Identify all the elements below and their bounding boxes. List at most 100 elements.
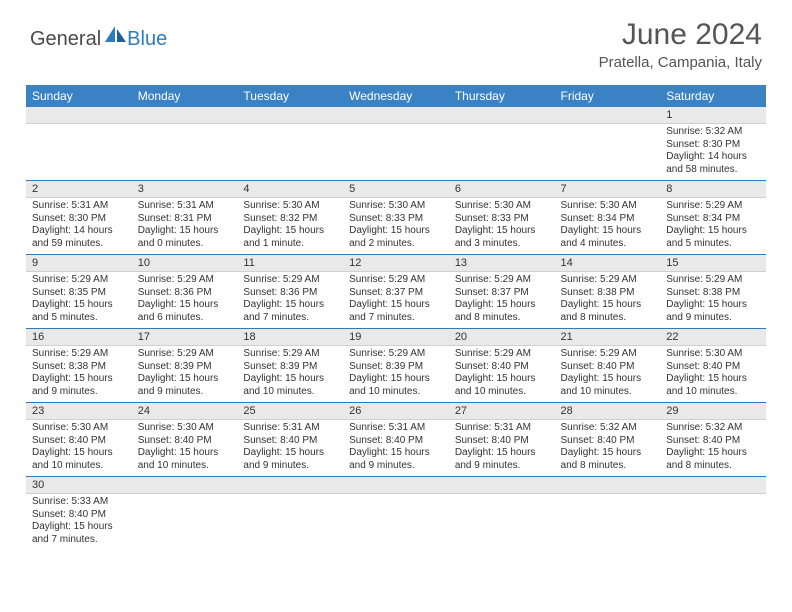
day-body: Sunrise: 5:31 AMSunset: 8:31 PMDaylight:… [132,198,238,254]
day-line-dl2: and 1 minute. [243,238,337,251]
calendar-row: 1Sunrise: 5:32 AMSunset: 8:30 PMDaylight… [26,107,766,181]
weekday-header: Monday [132,85,238,107]
calendar-row: 9Sunrise: 5:29 AMSunset: 8:35 PMDaylight… [26,255,766,329]
day-line-ss: Sunset: 8:40 PM [455,361,549,374]
day-number-empty [449,477,555,494]
day-line-dl1: Daylight: 15 hours [666,225,760,238]
day-line-sr: Sunrise: 5:29 AM [455,274,549,287]
day-line-dl1: Daylight: 14 hours [666,151,760,164]
day-line-dl1: Daylight: 15 hours [32,447,126,460]
day-line-dl2: and 10 minutes. [666,386,760,399]
day-number: 2 [26,181,132,198]
day-line-sr: Sunrise: 5:29 AM [349,274,443,287]
calendar-cell: 6Sunrise: 5:30 AMSunset: 8:33 PMDaylight… [449,181,555,255]
calendar-cell: 3Sunrise: 5:31 AMSunset: 8:31 PMDaylight… [132,181,238,255]
day-line-ss: Sunset: 8:37 PM [349,287,443,300]
day-line-dl1: Daylight: 15 hours [32,373,126,386]
day-line-sr: Sunrise: 5:31 AM [243,422,337,435]
calendar-cell [343,477,449,551]
calendar-cell: 14Sunrise: 5:29 AMSunset: 8:38 PMDayligh… [555,255,661,329]
day-line-ss: Sunset: 8:40 PM [138,435,232,448]
calendar-cell: 25Sunrise: 5:31 AMSunset: 8:40 PMDayligh… [237,403,343,477]
calendar-cell: 26Sunrise: 5:31 AMSunset: 8:40 PMDayligh… [343,403,449,477]
weekday-header: Sunday [26,85,132,107]
day-line-sr: Sunrise: 5:29 AM [666,200,760,213]
day-body: Sunrise: 5:29 AMSunset: 8:37 PMDaylight:… [343,272,449,328]
day-line-dl1: Daylight: 15 hours [349,373,443,386]
day-line-sr: Sunrise: 5:31 AM [32,200,126,213]
day-line-ss: Sunset: 8:38 PM [561,287,655,300]
day-line-ss: Sunset: 8:39 PM [138,361,232,374]
day-body: Sunrise: 5:31 AMSunset: 8:30 PMDaylight:… [26,198,132,254]
day-line-sr: Sunrise: 5:31 AM [138,200,232,213]
day-number-empty [343,477,449,494]
day-line-ss: Sunset: 8:37 PM [455,287,549,300]
day-line-ss: Sunset: 8:34 PM [666,213,760,226]
day-number-empty [237,107,343,124]
day-number-empty [237,477,343,494]
calendar-cell [449,107,555,181]
day-line-dl2: and 7 minutes. [32,534,126,547]
calendar-cell: 15Sunrise: 5:29 AMSunset: 8:38 PMDayligh… [660,255,766,329]
brand-text-general: General [30,28,101,51]
calendar-cell [555,477,661,551]
day-body-empty [555,494,661,544]
calendar-row: 30Sunrise: 5:33 AMSunset: 8:40 PMDayligh… [26,477,766,551]
day-line-sr: Sunrise: 5:30 AM [32,422,126,435]
day-line-dl1: Daylight: 15 hours [455,225,549,238]
day-line-sr: Sunrise: 5:32 AM [666,126,760,139]
day-line-dl1: Daylight: 15 hours [455,373,549,386]
day-line-dl2: and 4 minutes. [561,238,655,251]
day-line-dl1: Daylight: 15 hours [243,447,337,460]
day-body: Sunrise: 5:31 AMSunset: 8:40 PMDaylight:… [449,420,555,476]
day-line-ss: Sunset: 8:30 PM [666,139,760,152]
day-line-sr: Sunrise: 5:30 AM [561,200,655,213]
day-line-dl2: and 10 minutes. [243,386,337,399]
day-body: Sunrise: 5:32 AMSunset: 8:40 PMDaylight:… [660,420,766,476]
day-line-dl2: and 9 minutes. [138,386,232,399]
calendar-row: 2Sunrise: 5:31 AMSunset: 8:30 PMDaylight… [26,181,766,255]
day-line-sr: Sunrise: 5:31 AM [349,422,443,435]
day-line-ss: Sunset: 8:34 PM [561,213,655,226]
day-line-dl2: and 10 minutes. [138,460,232,473]
day-body-empty [449,494,555,544]
day-body-empty [132,124,238,174]
calendar-cell: 2Sunrise: 5:31 AMSunset: 8:30 PMDaylight… [26,181,132,255]
weekday-header: Friday [555,85,661,107]
brand-logo: General Blue [30,26,167,53]
day-number: 17 [132,329,238,346]
day-number-empty [132,107,238,124]
day-line-dl1: Daylight: 15 hours [561,373,655,386]
day-body: Sunrise: 5:31 AMSunset: 8:40 PMDaylight:… [343,420,449,476]
day-number: 22 [660,329,766,346]
day-body: Sunrise: 5:30 AMSunset: 8:40 PMDaylight:… [26,420,132,476]
day-line-dl2: and 8 minutes. [666,460,760,473]
calendar-row: 23Sunrise: 5:30 AMSunset: 8:40 PMDayligh… [26,403,766,477]
day-line-sr: Sunrise: 5:29 AM [243,348,337,361]
calendar-body: 1Sunrise: 5:32 AMSunset: 8:30 PMDaylight… [26,107,766,550]
calendar-cell: 4Sunrise: 5:30 AMSunset: 8:32 PMDaylight… [237,181,343,255]
day-number: 30 [26,477,132,494]
day-line-ss: Sunset: 8:33 PM [455,213,549,226]
day-line-dl2: and 10 minutes. [32,460,126,473]
day-line-ss: Sunset: 8:36 PM [138,287,232,300]
day-line-dl2: and 8 minutes. [455,312,549,325]
day-number-empty [555,477,661,494]
day-line-sr: Sunrise: 5:31 AM [455,422,549,435]
day-line-dl1: Daylight: 15 hours [243,225,337,238]
calendar-cell: 9Sunrise: 5:29 AMSunset: 8:35 PMDaylight… [26,255,132,329]
weekday-header: Saturday [660,85,766,107]
calendar-cell: 8Sunrise: 5:29 AMSunset: 8:34 PMDaylight… [660,181,766,255]
day-number: 18 [237,329,343,346]
day-number: 27 [449,403,555,420]
day-body-empty [237,124,343,174]
day-number: 16 [26,329,132,346]
day-line-dl2: and 9 minutes. [32,386,126,399]
day-line-ss: Sunset: 8:36 PM [243,287,337,300]
calendar-cell: 5Sunrise: 5:30 AMSunset: 8:33 PMDaylight… [343,181,449,255]
day-number: 21 [555,329,661,346]
day-line-dl2: and 59 minutes. [32,238,126,251]
day-number: 13 [449,255,555,272]
day-line-dl1: Daylight: 15 hours [32,299,126,312]
day-line-dl1: Daylight: 15 hours [455,299,549,312]
